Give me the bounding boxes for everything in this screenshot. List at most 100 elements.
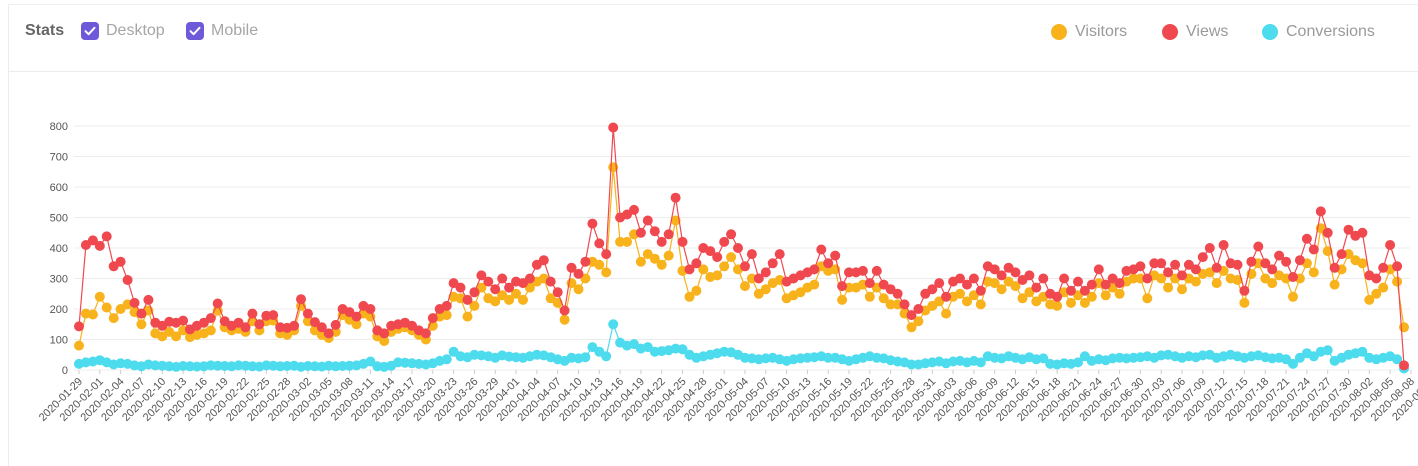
data-point-views xyxy=(684,264,695,275)
data-point-visitors xyxy=(462,311,473,322)
data-point-visitors xyxy=(1267,278,1278,289)
data-point-views xyxy=(760,267,771,278)
data-point-views xyxy=(1343,224,1354,235)
data-point-conversions xyxy=(191,361,202,372)
data-point-visitors xyxy=(1114,288,1125,299)
data-point-visitors xyxy=(1100,290,1111,301)
data-point-views xyxy=(1288,272,1298,282)
data-point-views xyxy=(594,238,605,249)
data-point-views xyxy=(677,236,688,247)
data-point-views xyxy=(968,273,979,284)
y-tick-label: 200 xyxy=(50,304,68,316)
data-point-views xyxy=(1163,267,1174,278)
data-point-visitors xyxy=(504,294,515,305)
data-point-visitors xyxy=(1142,293,1153,304)
y-tick-label: 100 xyxy=(50,335,68,347)
data-point-views xyxy=(1073,276,1083,287)
data-point-views xyxy=(1170,259,1181,270)
y-tick-label: 500 xyxy=(50,213,68,225)
data-point-views xyxy=(989,264,1000,275)
data-point-views xyxy=(864,278,875,289)
data-point-visitors xyxy=(885,299,896,310)
legend-visitors[interactable]: Visitors xyxy=(1051,23,1127,41)
data-point-views xyxy=(1371,273,1382,284)
data-point-views xyxy=(955,273,965,284)
data-point-views xyxy=(1052,291,1063,302)
desktop-filter[interactable]: Desktop xyxy=(81,20,165,42)
data-point-visitors xyxy=(1329,279,1340,290)
data-point-views xyxy=(1399,360,1409,371)
data-point-visitors xyxy=(441,310,452,321)
data-point-views xyxy=(1031,282,1042,293)
data-point-visitors xyxy=(94,291,105,302)
data-point-visitors xyxy=(171,331,182,342)
data-point-views xyxy=(1253,241,1264,252)
data-point-views xyxy=(1156,258,1167,269)
data-point-visitors xyxy=(663,250,674,261)
data-point-visitors xyxy=(1364,294,1375,305)
data-point-conversions xyxy=(608,319,619,330)
data-point-views xyxy=(379,328,390,339)
data-point-views xyxy=(1190,264,1201,275)
data-point-views xyxy=(94,240,105,251)
data-point-visitors xyxy=(670,215,681,226)
data-point-visitors xyxy=(511,288,521,299)
legend-conversions[interactable]: Conversions xyxy=(1262,23,1375,41)
data-point-views xyxy=(892,288,903,299)
mobile-filter[interactable]: Mobile xyxy=(186,20,258,42)
data-point-views xyxy=(469,287,480,298)
data-point-views xyxy=(427,313,438,324)
mobile-checkbox[interactable] xyxy=(186,22,204,40)
data-point-visitors xyxy=(975,299,986,310)
data-point-visitors xyxy=(205,325,216,336)
mobile-label: Mobile xyxy=(211,22,259,39)
legend-conversions-label: Conversions xyxy=(1286,23,1375,40)
data-point-visitors xyxy=(740,281,750,292)
data-point-visitors xyxy=(559,314,570,325)
data-point-views xyxy=(212,298,223,309)
data-point-visitors xyxy=(906,322,917,333)
data-point-conversions xyxy=(212,360,223,371)
data-point-visitors xyxy=(1371,288,1382,299)
y-tick-label: 300 xyxy=(50,274,68,286)
data-point-visitors xyxy=(1086,291,1097,302)
data-point-conversions xyxy=(823,352,834,363)
data-point-views xyxy=(608,122,619,133)
data-point-visitors xyxy=(490,296,501,307)
data-point-views xyxy=(1024,270,1035,281)
data-point-views xyxy=(740,261,750,272)
data-point-views xyxy=(642,215,653,226)
data-point-views xyxy=(1211,262,1222,273)
data-point-visitors xyxy=(1052,300,1063,311)
data-point-visitors xyxy=(962,296,972,307)
data-point-visitors xyxy=(1066,297,1076,308)
data-point-views xyxy=(1204,243,1215,253)
views-dot-icon xyxy=(1162,24,1178,40)
data-point-visitors xyxy=(1399,322,1409,333)
data-point-views xyxy=(247,308,258,319)
data-point-views xyxy=(1294,255,1305,266)
data-point-views xyxy=(809,264,820,275)
data-point-views xyxy=(629,204,639,215)
data-point-visitors xyxy=(622,236,632,247)
data-point-views xyxy=(1281,256,1292,267)
data-point-visitors xyxy=(760,284,771,295)
data-point-visitors xyxy=(1163,282,1174,293)
legend-views[interactable]: Views xyxy=(1162,23,1228,41)
data-point-views xyxy=(476,270,487,281)
data-point-visitors xyxy=(955,288,965,299)
data-point-visitors xyxy=(1017,293,1028,304)
data-point-views xyxy=(1246,256,1257,267)
data-point-visitors xyxy=(1190,276,1201,287)
data-point-views xyxy=(823,258,834,269)
data-point-visitors xyxy=(1010,281,1021,292)
data-point-views xyxy=(136,308,147,319)
data-point-visitors xyxy=(684,291,695,302)
data-point-views xyxy=(1267,264,1278,275)
data-point-visitors xyxy=(518,294,528,305)
data-point-views xyxy=(205,313,216,324)
desktop-label: Desktop xyxy=(106,22,165,39)
desktop-checkbox[interactable] xyxy=(81,22,99,40)
data-point-views xyxy=(538,255,549,266)
data-point-views xyxy=(934,278,945,289)
